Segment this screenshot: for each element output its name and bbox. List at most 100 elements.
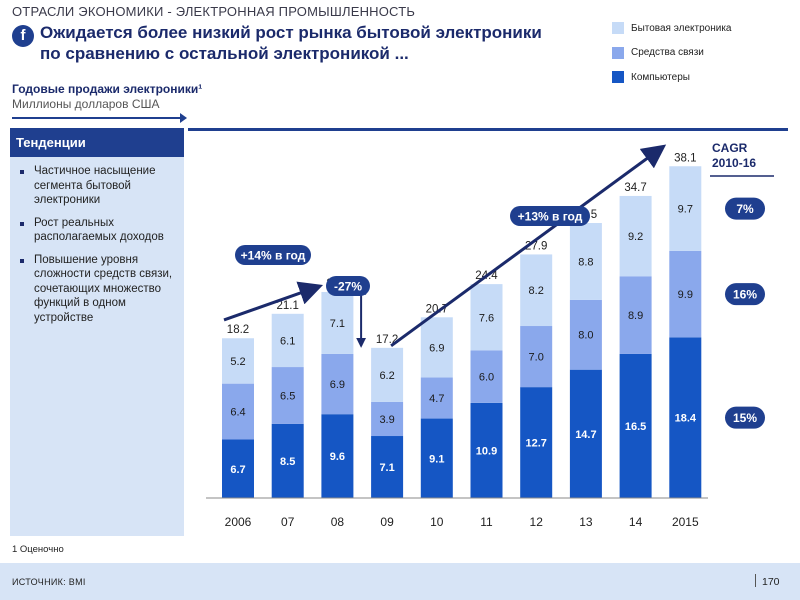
growth-arrow-2006-2008	[223, 281, 324, 322]
footnote: 1 Оценочно	[12, 544, 64, 555]
bar-segment-computers-2006	[222, 439, 254, 498]
bar-segment-communications-2006	[222, 383, 254, 440]
cagr-pill-bg	[725, 406, 765, 429]
bar-segment-consumer-14	[619, 195, 652, 277]
trend-item: Рост реальных располагаемых доходов	[18, 216, 178, 245]
bar-segment-computers-11	[470, 402, 503, 498]
bar-value-label: 6.9	[429, 342, 444, 354]
title-divider	[12, 117, 182, 119]
page-number-divider	[755, 574, 756, 587]
bar-value-label: 8.2	[529, 285, 544, 297]
bar-segment-communications-08	[321, 353, 354, 415]
bar-value-label: 18.4	[675, 413, 697, 425]
bar-value-label: 8.5	[280, 456, 295, 468]
chart-title: Годовые продажи электроники¹	[12, 82, 203, 96]
bar-value-label: 5.2	[230, 356, 245, 368]
page-title: Ожидается более низкий рост рынка бытово…	[40, 22, 620, 64]
bar-total-label: 18.2	[227, 324, 249, 336]
bar-value-label: 7.0	[529, 352, 544, 364]
bar-segment-consumer-09	[371, 347, 404, 402]
bar-value-label: 6.9	[330, 379, 345, 391]
bar-segment-computers-09	[371, 436, 404, 498]
trend-item: Частичное насыщение сегмента бытовой эле…	[18, 164, 178, 208]
bar-value-label: 16.5	[625, 421, 646, 433]
bar-value-label: 8.0	[578, 330, 593, 342]
bar-value-label: 9.9	[678, 289, 693, 301]
chart-legend: Бытовая электроника Средства связи Компь…	[612, 20, 792, 94]
chart-subtitle: Миллионы долларов США	[12, 97, 160, 111]
bar-value-label: 6.0	[479, 372, 494, 384]
bar-value-label: 9.6	[330, 451, 345, 463]
bar-value-label: 6.4	[230, 407, 245, 419]
bar-value-label: 9.2	[628, 231, 643, 243]
bar-segment-communications-07	[271, 367, 304, 424]
bar-segment-computers-08	[321, 414, 354, 498]
bar-segment-consumer-13	[569, 223, 602, 300]
bar-segment-consumer-07	[271, 313, 304, 368]
source-note: ИСТОЧНИК: BMI	[12, 577, 86, 587]
bar-segment-communications-10	[420, 377, 453, 419]
bar-segment-computers-2015	[669, 337, 702, 498]
x-tick-label: 10	[430, 515, 444, 529]
bar-value-label: 9.7	[678, 204, 693, 216]
bar-total-label: 34.7	[624, 182, 646, 194]
growth-label-1-bg	[235, 245, 311, 265]
legend-swatch-computers	[612, 71, 624, 83]
legend-label-communications: Средства связи	[631, 47, 704, 58]
bar-value-label: 7.6	[479, 312, 494, 324]
bar-value-label: 9.1	[429, 453, 444, 465]
bar-value-label: 7.1	[379, 462, 394, 474]
bar-segment-consumer-2015	[669, 166, 702, 251]
bar-segment-computers-10	[420, 418, 453, 498]
bar-value-label: 6.2	[379, 370, 394, 382]
decline-label-bg	[326, 276, 370, 296]
legend-swatch-communications	[612, 46, 624, 59]
growth-arrow-2009-2015	[390, 144, 667, 348]
footer-bar	[0, 563, 800, 600]
bar-value-label: 4.7	[429, 393, 444, 405]
bar-total-label: 21.1	[277, 300, 299, 312]
bar-segment-communications-09	[371, 401, 404, 437]
chart-frame	[188, 128, 788, 538]
bar-value-label: 6.7	[230, 464, 245, 476]
growth-label-1: +14% в год	[241, 249, 306, 263]
x-tick-label: 2006	[225, 515, 252, 529]
bar-segment-consumer-12	[520, 254, 553, 327]
page-number: 170	[762, 576, 780, 588]
x-tick-label: 07	[281, 515, 295, 529]
legend-item-consumer: Бытовая электроника	[612, 20, 792, 36]
bar-total-label: 20.7	[426, 303, 448, 315]
bar-segment-computers-12	[520, 387, 553, 498]
bar-segment-consumer-2006	[222, 338, 254, 384]
cagr-value: 7%	[736, 202, 754, 216]
bar-segment-communications-14	[619, 276, 652, 354]
x-tick-label: 11	[480, 515, 493, 529]
trends-title: Тенденции	[10, 128, 184, 157]
legend-item-computers: Компьютеры	[612, 69, 792, 85]
growth-label-2-bg	[510, 206, 590, 226]
legend-label-consumer: Бытовая электроника	[631, 22, 732, 34]
x-tick-label: 13	[579, 515, 593, 529]
bar-segment-computers-13	[569, 369, 602, 498]
stacked-bar-chart: 6.7 6.4 5.2 18.2 2006 8.5 6.5 6.1 21.1 07 9.6 6.9 7.…	[206, 141, 774, 529]
trend-item: Повышение уровня сложности средств связи…	[18, 253, 178, 326]
bar-segment-consumer-08	[321, 291, 354, 354]
x-tick-label: 08	[331, 515, 345, 529]
bar-segment-communications-13	[569, 299, 602, 370]
bar-value-label: 6.5	[280, 390, 295, 402]
section-label: ОТРАСЛИ ЭКОНОМИКИ - ЭЛЕКТРОННАЯ ПРОМЫШЛЕ…	[12, 4, 416, 19]
cagr-value: 16%	[733, 288, 757, 302]
section-badge: f	[12, 25, 34, 47]
cagr-title: CAGR	[712, 141, 748, 155]
bar-segment-computers-14	[619, 353, 652, 498]
legend-item-communications: Средства связи	[612, 45, 792, 61]
trends-list: Частичное насыщение сегмента бытовой эле…	[18, 164, 178, 333]
bar-value-label: 8.9	[628, 310, 643, 322]
bar-segment-consumer-10	[420, 317, 453, 378]
bar-segment-computers-07	[271, 423, 304, 498]
cagr-pill-bg	[725, 283, 765, 306]
x-tick-label: 2015	[672, 515, 699, 529]
x-tick-label: 09	[380, 515, 394, 529]
bar-value-label: 14.7	[575, 429, 596, 441]
legend-swatch-consumer	[612, 22, 624, 34]
